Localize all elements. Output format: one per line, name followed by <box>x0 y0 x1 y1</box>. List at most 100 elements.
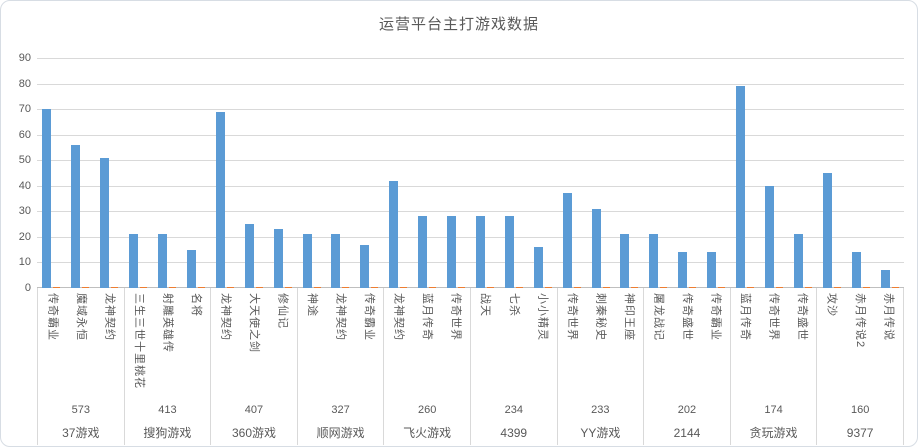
bar-group <box>124 58 211 288</box>
bar-primary-series <box>591 208 601 288</box>
bar-secondary-series <box>53 286 61 288</box>
x-axis-group: 传奇霸业 魔域永恒 龙神契约 573 37游戏 <box>37 288 125 445</box>
x-axis-game-label: 传奇世界 <box>767 293 780 341</box>
x-axis-group: 三生三世十里桃花 射雕英雄传 名将 413 搜狗游戏 <box>125 288 212 445</box>
x-axis-platform-label: 9377 <box>846 425 874 440</box>
bar-secondary-series <box>862 286 870 288</box>
x-axis-platform-total: 260 <box>417 403 437 416</box>
bar-secondary-series <box>169 286 177 288</box>
y-axis-tick-label: 10 <box>18 256 31 269</box>
x-axis-group: 龙神契约 大天使之剑 修仙记 407 360游戏 <box>211 288 298 445</box>
bar-slot <box>702 58 731 288</box>
x-axis-game-label: 三生三世十里桃花 <box>132 293 145 389</box>
gridline <box>37 160 904 162</box>
x-axis-game-label: 传奇世界 <box>565 293 578 341</box>
bar-primary-series <box>244 224 254 288</box>
gridline <box>37 236 904 238</box>
bar-slot <box>644 58 673 288</box>
bar-primary-series <box>620 234 630 288</box>
x-axis-platform-label: 360游戏 <box>231 425 276 440</box>
bar-primary-series <box>649 234 659 288</box>
x-axis-game-label: 神途 <box>306 293 319 317</box>
x-axis-game-labels: 蓝月传奇 传奇世界 传奇盛世 <box>731 288 817 399</box>
bar-secondary-series <box>804 286 812 288</box>
x-axis-platform-label: 37游戏 <box>62 425 100 440</box>
bar-primary-series <box>736 86 746 288</box>
x-axis-game-label: 攻沙 <box>825 293 838 317</box>
y-axis-tick-label: 20 <box>18 230 31 243</box>
x-axis-platform-total: 234 <box>504 403 523 416</box>
x-axis-game-label: 修仙记 <box>276 293 289 329</box>
bar-primary-series <box>71 144 81 288</box>
bar-group <box>644 58 731 288</box>
bar-group <box>297 58 384 288</box>
x-axis-line <box>37 287 904 288</box>
bar-primary-series <box>562 193 572 288</box>
x-axis-game-labels: 传奇世界 刺秦秘史 神印王座 <box>558 288 644 399</box>
bar-slot <box>210 58 239 288</box>
x-axis-game-labels: 屠龙战记 传奇盛世 传奇霸业 <box>644 288 730 399</box>
bar-group <box>817 58 904 288</box>
x-axis-platform-total: 202 <box>677 403 697 416</box>
bar-secondary-series <box>197 286 205 288</box>
bar-primary-series <box>158 234 168 288</box>
bar-group <box>731 58 818 288</box>
gridline <box>37 211 904 213</box>
x-axis-group: 神途 龙神契约 传奇霸业 327 顺网游戏 <box>298 288 385 445</box>
bar-slot <box>760 58 789 288</box>
x-axis-game-labels: 神途 龙神契约 传奇霸业 <box>298 288 384 399</box>
x-axis-platform-total: 160 <box>850 403 870 416</box>
gridline <box>37 58 904 59</box>
x-axis-platform-total: 573 <box>71 403 90 416</box>
bar-primary-series <box>302 234 312 288</box>
bar-slot <box>471 58 500 288</box>
bar-slot <box>413 58 442 288</box>
x-axis-game-label: 大天使之剑 <box>247 293 260 353</box>
bar-slot <box>817 58 846 288</box>
y-axis-tick-label: 50 <box>18 154 31 167</box>
x-axis-game-label: 七杀 <box>507 293 520 317</box>
x-axis-game-label: 赤月传说2 <box>854 293 867 349</box>
x-axis-group: 屠龙战记 传奇盛世 传奇霸业 202 2144 <box>644 288 731 445</box>
x-axis-group: 攻沙 赤月传说2 赤月传说 160 9377 <box>817 288 904 445</box>
bar-primary-series <box>504 216 514 288</box>
chart-title: 运营平台主打游戏数据 <box>378 16 539 33</box>
x-axis-game-label: 龙神契约 <box>103 293 116 341</box>
bar-primary-series <box>186 249 196 288</box>
bar-slot <box>297 58 326 288</box>
bar-secondary-series <box>82 286 90 288</box>
bar-slot <box>528 58 557 288</box>
bar-slot <box>846 58 875 288</box>
x-axis-game-label: 传奇霸业 <box>46 293 59 341</box>
bar-primary-series <box>447 216 457 288</box>
bar-slot <box>499 58 528 288</box>
bar-group <box>384 58 471 288</box>
bar-primary-series <box>764 185 774 288</box>
bar-secondary-series <box>631 286 639 288</box>
bar-secondary-series <box>371 286 379 288</box>
bar-slot <box>557 58 586 288</box>
bar-secondary-series <box>458 286 466 288</box>
x-axis-platform-total: 407 <box>244 403 264 416</box>
bar-slot <box>586 58 615 288</box>
bar-primary-series <box>273 229 283 288</box>
bar-slot <box>731 58 760 288</box>
x-axis-game-label: 蓝月传奇 <box>739 293 752 341</box>
bar-slot <box>673 58 702 288</box>
y-axis-tick-label: 30 <box>18 205 31 218</box>
bar-primary-series <box>215 111 225 288</box>
bar-secondary-series <box>775 286 783 288</box>
x-axis-game-labels: 战天 七杀 小小精灵 <box>471 288 557 399</box>
x-axis-group: 蓝月传奇 传奇世界 传奇盛世 174 贪玩游戏 <box>731 288 818 445</box>
x-axis-game-label: 蓝月传奇 <box>421 293 434 341</box>
x-axis-game-labels: 龙神契约 蓝月传奇 传奇世界 <box>384 288 470 399</box>
bar-slot <box>66 58 95 288</box>
bar-secondary-series <box>544 286 552 288</box>
bar-secondary-series <box>689 286 697 288</box>
bar-primary-series <box>793 234 803 288</box>
y-axis-tick-label: 90 <box>18 52 31 64</box>
y-axis-tick-label: 0 <box>24 282 31 294</box>
bar-secondary-series <box>342 286 350 288</box>
x-axis-game-label: 魔域永恒 <box>74 293 87 341</box>
x-axis-game-label: 名将 <box>189 293 202 317</box>
